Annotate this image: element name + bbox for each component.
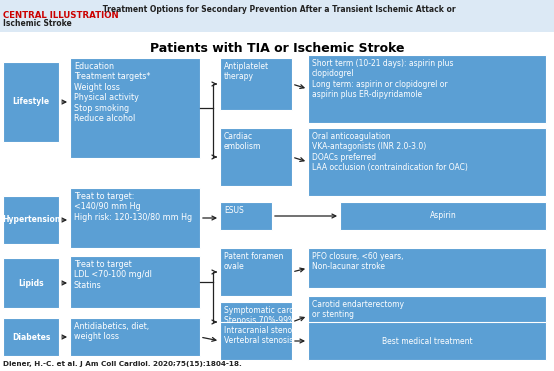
Bar <box>308 296 546 336</box>
Bar <box>220 322 292 360</box>
Text: Treat to target
LDL <70-100 mg/dl
Statins: Treat to target LDL <70-100 mg/dl Statin… <box>74 260 152 290</box>
Bar <box>70 188 200 248</box>
Text: Carotid endarterectomy
or stenting: Carotid endarterectomy or stenting <box>312 300 404 319</box>
Text: Ischemic Stroke: Ischemic Stroke <box>3 19 72 27</box>
Bar <box>3 196 59 244</box>
Bar <box>220 202 272 230</box>
Text: Diabetes: Diabetes <box>12 332 50 341</box>
Text: Patent foramen
ovale: Patent foramen ovale <box>224 252 284 272</box>
Text: Patients with TIA or Ischemic Stroke: Patients with TIA or Ischemic Stroke <box>150 42 404 55</box>
Bar <box>70 256 200 308</box>
Bar <box>308 322 546 360</box>
Bar <box>3 258 59 308</box>
Bar <box>0 0 554 32</box>
Bar <box>3 62 59 142</box>
Text: Intracranial stenosis
Vertebral stenosis: Intracranial stenosis Vertebral stenosis <box>224 326 302 345</box>
Text: Lipids: Lipids <box>18 279 44 288</box>
Bar <box>220 128 292 186</box>
Text: Antiplatelet
therapy: Antiplatelet therapy <box>224 62 269 81</box>
Text: Lifestyle: Lifestyle <box>12 98 49 106</box>
Text: Cardiac
embolism: Cardiac embolism <box>224 132 261 151</box>
Bar <box>3 318 59 356</box>
Text: Symptomatic carotid
Stenosis 70%-99%: Symptomatic carotid Stenosis 70%-99% <box>224 306 304 325</box>
Bar <box>70 318 200 356</box>
Text: Aspirin: Aspirin <box>429 211 456 220</box>
Text: Treat to target:
<140/90 mm Hg
High risk: 120-130/80 mm Hg: Treat to target: <140/90 mm Hg High risk… <box>74 192 192 222</box>
Text: Short term (10-21 days): aspirin plus
clopidogrel
Long term: aspirin or clopidog: Short term (10-21 days): aspirin plus cl… <box>312 59 454 99</box>
Bar <box>70 58 200 158</box>
Text: CENTRAL ILLUSTRATION: CENTRAL ILLUSTRATION <box>3 12 119 20</box>
Bar <box>220 302 292 342</box>
Bar <box>340 202 546 230</box>
Text: Antidiabetics, diet,
weight loss: Antidiabetics, diet, weight loss <box>74 322 149 341</box>
Text: Oral anticoagulation
VKA-antagonists (INR 2.0-3.0)
DOACs preferred
LAA occlusion: Oral anticoagulation VKA-antagonists (IN… <box>312 132 468 172</box>
Text: Education
Treatment targets*
Weight loss
Physical activity
Stop smoking
Reduce a: Education Treatment targets* Weight loss… <box>74 62 150 123</box>
Text: Best medical treatment: Best medical treatment <box>382 336 473 345</box>
Bar <box>220 58 292 110</box>
Bar <box>308 55 546 123</box>
Text: ESUS: ESUS <box>224 206 244 215</box>
Text: PFO closure, <60 years,
Non-lacunar stroke: PFO closure, <60 years, Non-lacunar stro… <box>312 252 403 272</box>
Bar <box>308 248 546 288</box>
Text: Hypertension: Hypertension <box>2 216 60 224</box>
Bar <box>308 128 546 196</box>
Text: Diener, H.-C. et al. J Am Coll Cardiol. 2020;75(15):1804-18.: Diener, H.-C. et al. J Am Coll Cardiol. … <box>3 361 242 367</box>
Bar <box>220 248 292 296</box>
Text: Treatment Options for Secondary Prevention After a Transient Ischemic Attack or: Treatment Options for Secondary Preventi… <box>100 4 455 13</box>
